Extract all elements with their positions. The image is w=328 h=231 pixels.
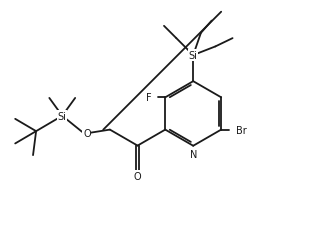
Text: Si: Si (189, 51, 198, 61)
Text: O: O (134, 171, 141, 181)
Text: Br: Br (236, 125, 246, 135)
Text: Si: Si (58, 111, 67, 121)
Text: O: O (83, 128, 91, 138)
Text: N: N (190, 149, 197, 159)
Text: F: F (146, 93, 152, 103)
